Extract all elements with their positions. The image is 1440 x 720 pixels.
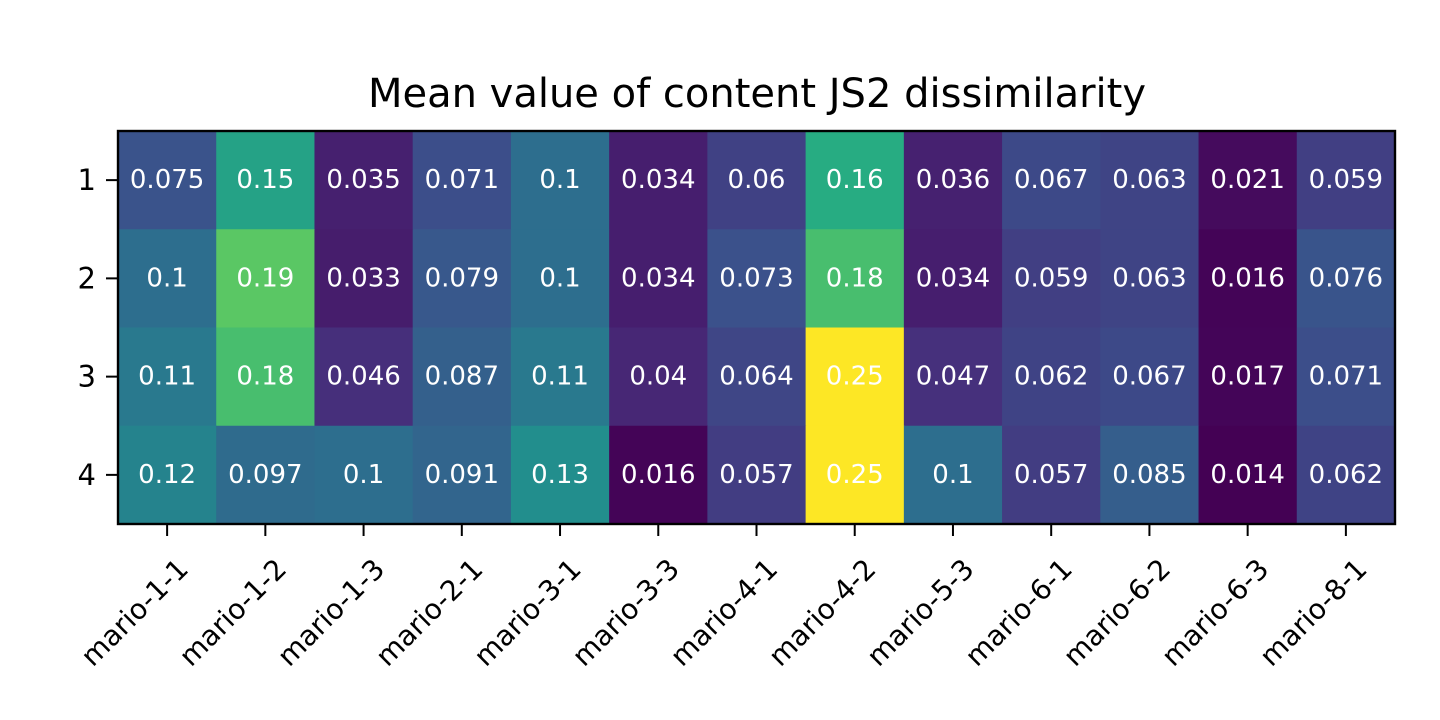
cell-value-label: 0.091 (425, 460, 499, 490)
cell-value-label: 0.085 (1112, 460, 1186, 490)
cell-value-label: 0.067 (1014, 165, 1088, 195)
cell-value-label: 0.25 (826, 362, 884, 392)
cell-value-label: 0.076 (1309, 263, 1383, 293)
cell-value-label: 0.18 (236, 362, 294, 392)
cell-value-label: 0.034 (621, 263, 695, 293)
cell-value-label: 0.016 (1210, 263, 1284, 293)
cell-value-label: 0.021 (1210, 165, 1284, 195)
cell-value-label: 0.034 (621, 165, 695, 195)
cell-value-label: 0.057 (1014, 460, 1088, 490)
y-tick-label: 4 (78, 458, 96, 492)
cell-value-label: 0.1 (146, 263, 187, 293)
cell-value-label: 0.06 (728, 165, 786, 195)
cell-value-label: 0.046 (326, 362, 400, 392)
cell-value-label: 0.075 (130, 165, 204, 195)
y-axis: 1 2 3 4 (78, 163, 118, 492)
chart-title: Mean value of content JS2 dissimilarity (368, 71, 1146, 117)
cell-value-label: 0.18 (826, 263, 884, 293)
cell-value-label: 0.1 (539, 165, 580, 195)
cell-value-label: 0.063 (1112, 263, 1186, 293)
cell-value-label: 0.057 (719, 460, 793, 490)
cell-value-label: 0.079 (425, 263, 499, 293)
cell-value-label: 0.071 (425, 165, 499, 195)
cell-value-label: 0.033 (326, 263, 400, 293)
cell-value-label: 0.11 (531, 362, 589, 392)
cell-value-label: 0.064 (719, 362, 793, 392)
cell-value-label: 0.13 (531, 460, 589, 490)
x-axis: mario-1-1mario-1-2mario-1-3mario-2-1mari… (74, 524, 1373, 673)
cell-value-label: 0.071 (1309, 362, 1383, 392)
cell-value-label: 0.04 (629, 362, 687, 392)
cell-value-label: 0.036 (916, 165, 990, 195)
cell-value-label: 0.014 (1210, 460, 1284, 490)
cell-value-label: 0.062 (1014, 362, 1088, 392)
cell-value-label: 0.067 (1112, 362, 1186, 392)
cell-value-label: 0.25 (826, 460, 884, 490)
cell-value-label: 0.19 (236, 263, 294, 293)
cell-value-label: 0.035 (326, 165, 400, 195)
cell-value-label: 0.1 (539, 263, 580, 293)
y-tick-label: 3 (78, 360, 96, 394)
cell-value-label: 0.017 (1210, 362, 1284, 392)
cell-value-label: 0.047 (916, 362, 990, 392)
cell-value-label: 0.097 (228, 460, 302, 490)
cell-value-label: 0.062 (1309, 460, 1383, 490)
y-tick-label: 2 (78, 261, 96, 295)
cell-value-label: 0.15 (236, 165, 294, 195)
cell-value-label: 0.059 (1309, 165, 1383, 195)
cell-value-label: 0.1 (343, 460, 384, 490)
cell-value-label: 0.034 (916, 263, 990, 293)
y-tick-label: 1 (78, 163, 96, 197)
cell-value-label: 0.073 (719, 263, 793, 293)
cell-value-label: 0.16 (826, 165, 884, 195)
cell-value-label: 0.059 (1014, 263, 1088, 293)
cell-value-label: 0.11 (138, 362, 196, 392)
cell-value-label: 0.1 (932, 460, 973, 490)
x-tick-label: mario-8-1 (1253, 552, 1373, 672)
cell-value-label: 0.12 (138, 460, 196, 490)
cell-value-label: 0.016 (621, 460, 695, 490)
cell-value-label: 0.087 (425, 362, 499, 392)
cell-value-label: 0.063 (1112, 165, 1186, 195)
